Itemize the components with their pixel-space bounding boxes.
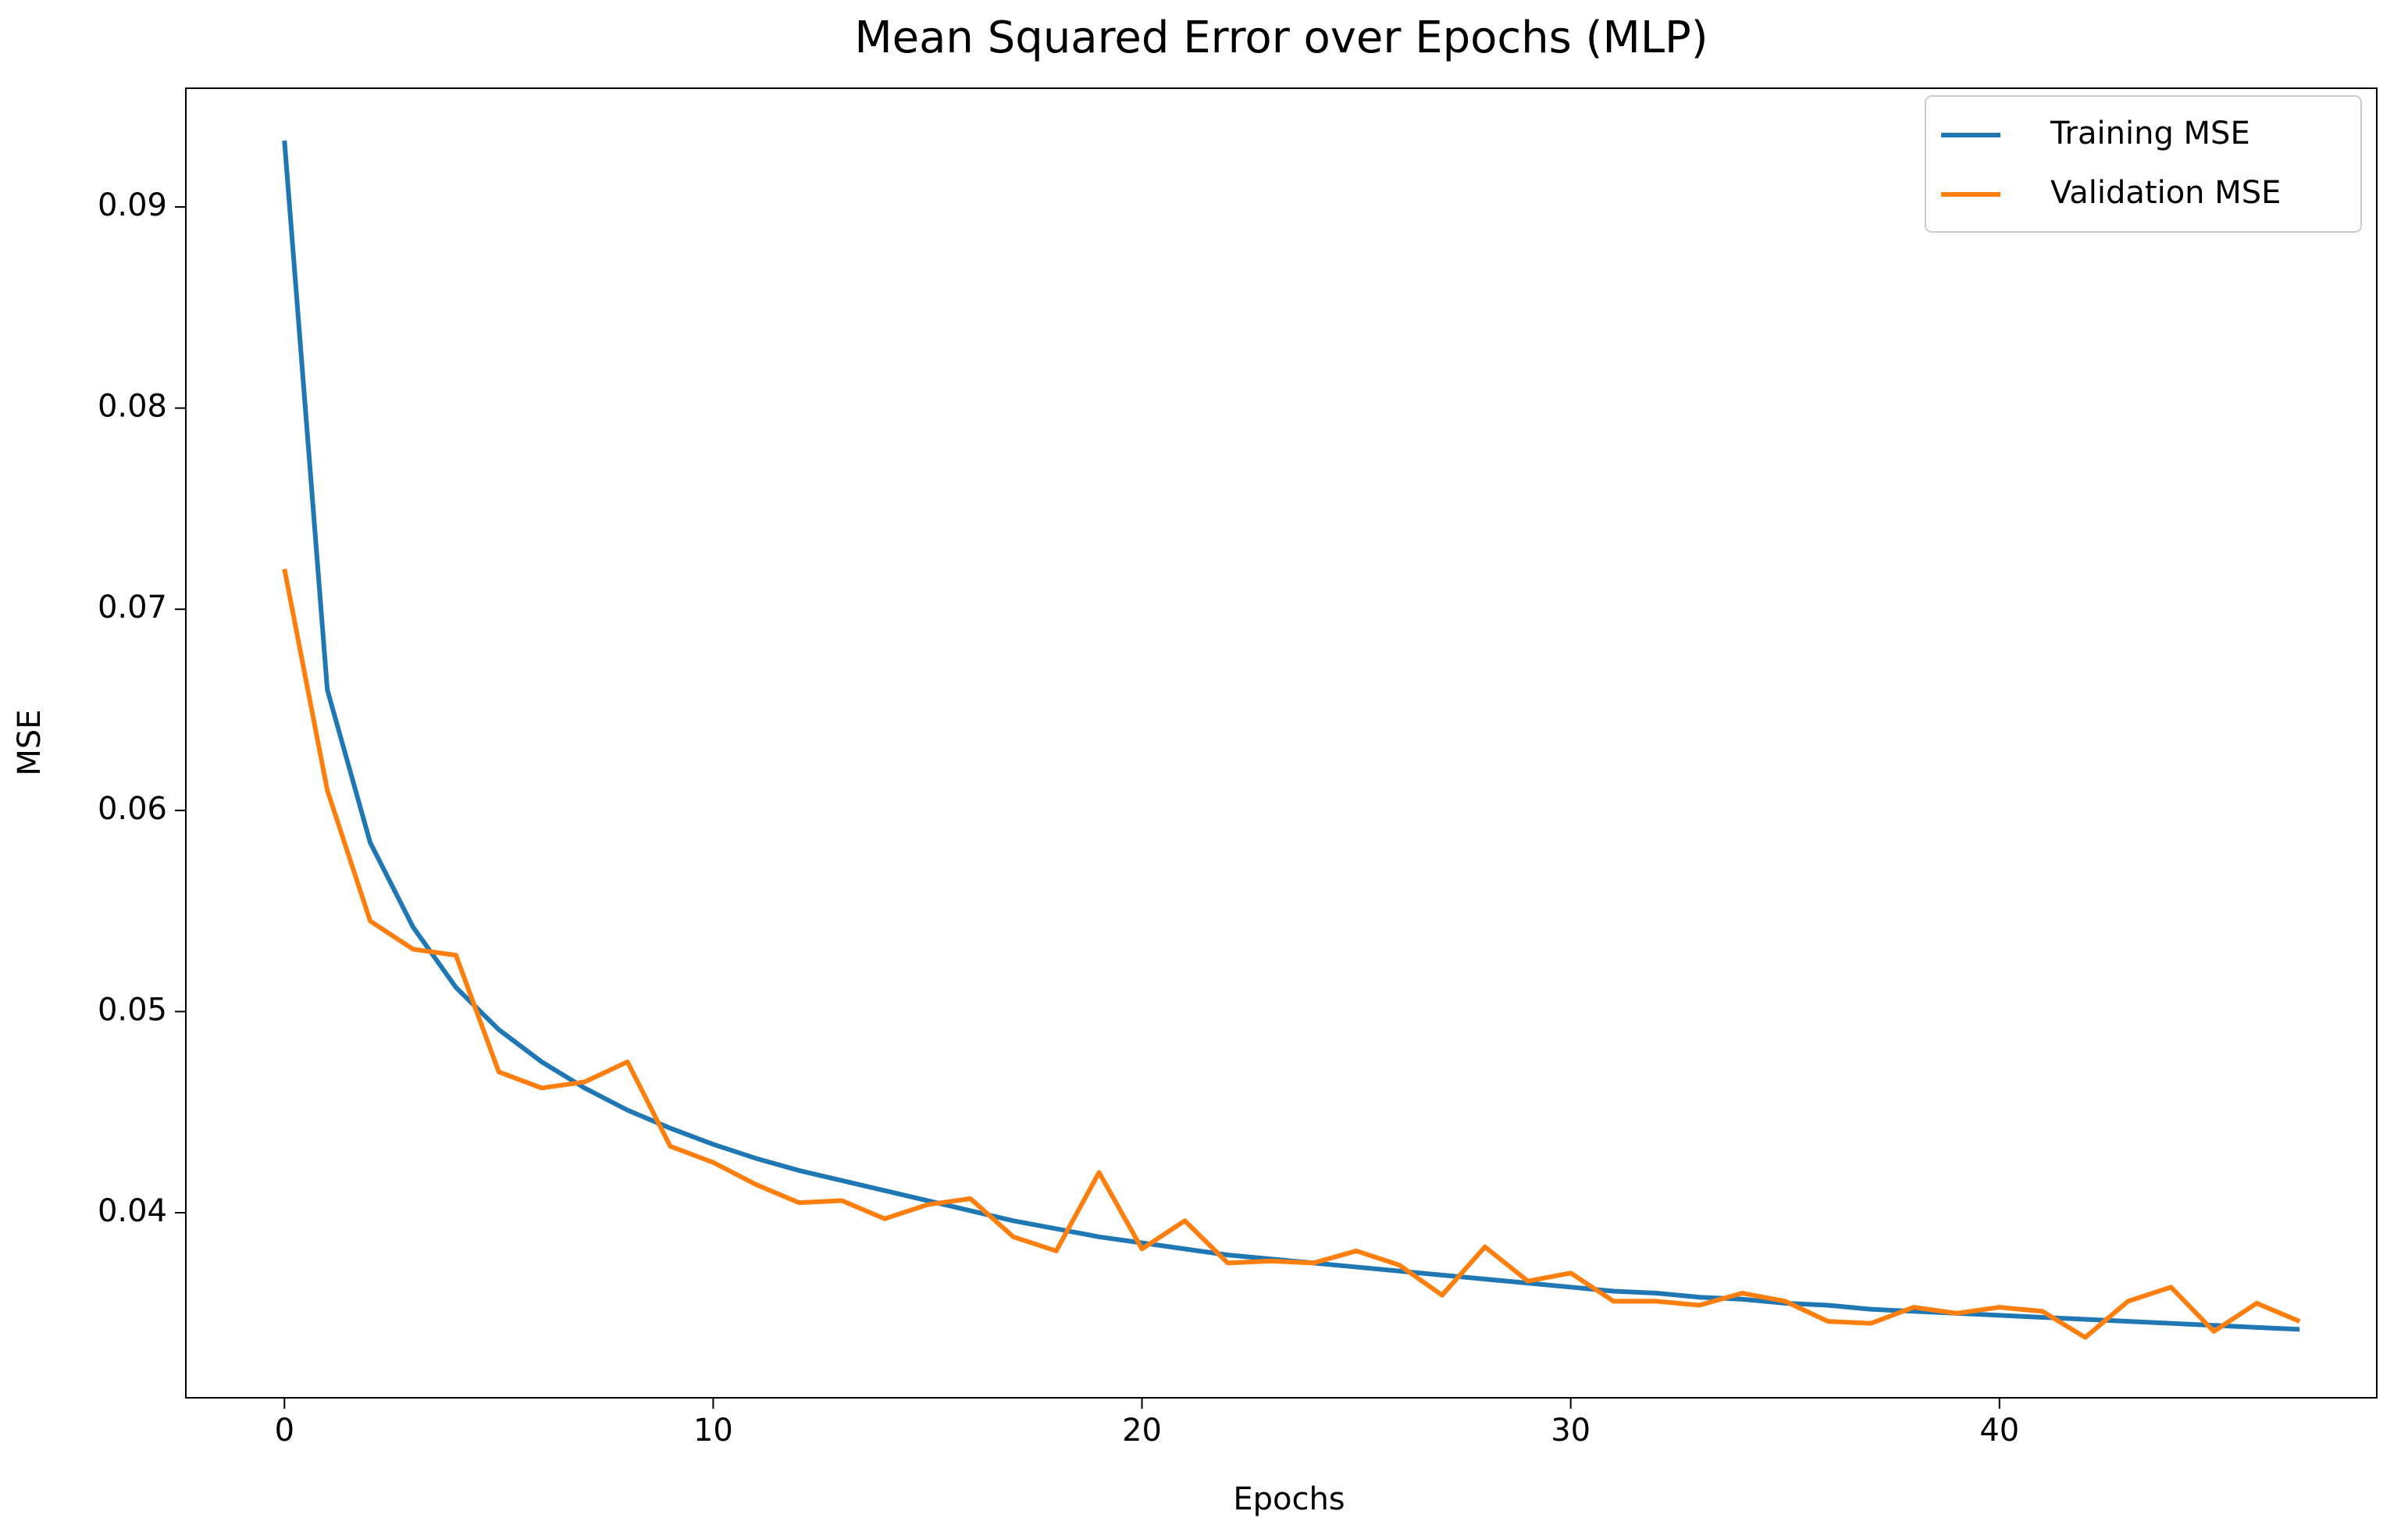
x-axis-label: Epochs [1233,1481,1345,1517]
legend-box [1925,95,2362,233]
y-tick-label: 0.09 [98,187,167,223]
legend-label: Validation MSE [2050,175,2281,211]
y-tick-label: 0.07 [98,590,167,625]
x-tick-label: 30 [1551,1413,1590,1449]
series-line [282,140,2300,1332]
y-tick-label: 0.04 [98,1193,167,1229]
x-tick-label: 40 [1979,1413,2019,1449]
legend-label: Training MSE [2050,116,2250,151]
x-tick-label: 0 [275,1413,294,1449]
series-line [282,568,2301,1340]
y-tick-label: 0.06 [98,791,167,827]
chart-title: Mean Squared Error over Epochs (MLP) [854,12,1708,63]
y-axis-label: MSE [12,709,48,775]
x-tick-label: 20 [1122,1413,1162,1449]
x-tick-label: 10 [693,1413,733,1449]
plot-frame [185,87,2378,1399]
y-tick-label: 0.05 [98,992,167,1028]
y-tick-label: 0.08 [98,389,167,425]
